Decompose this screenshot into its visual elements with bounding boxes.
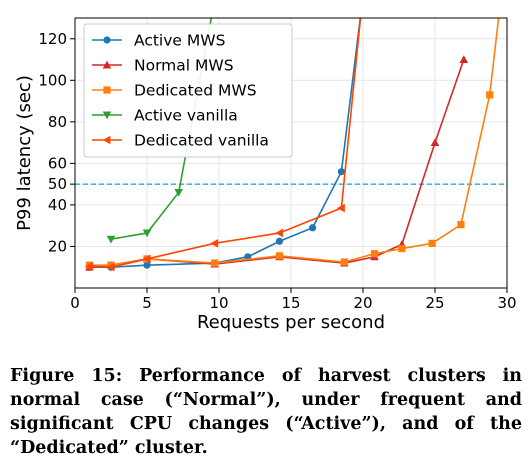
legend-entry-active-mws: Active MWS: [92, 32, 225, 50]
data-point-dedicated-mws: [275, 252, 284, 260]
legend-box: [83, 23, 293, 158]
y-tick-label: 120: [38, 30, 67, 48]
y-tick-label: 20: [48, 237, 67, 255]
data-point-active-vanilla: [174, 189, 183, 197]
x-tick-label: 20: [353, 294, 372, 312]
y-tick-label: 40: [48, 196, 67, 214]
data-point-dedicated-mws: [340, 258, 348, 266]
data-point-active-vanilla: [142, 229, 152, 238]
data-point-dedicated-vanilla: [142, 254, 151, 264]
y-tick-label: 50: [48, 175, 67, 193]
legend-label: Active vanilla: [134, 107, 238, 125]
legend-label: Dedicated vanilla: [134, 132, 269, 150]
data-point-dedicated-mws: [486, 91, 494, 99]
legend-entry-dedicated-mws: Dedicated MWS: [92, 82, 257, 100]
y-tick-label: 80: [48, 113, 67, 131]
x-tick-label: 30: [497, 294, 516, 312]
data-point-active-mws: [275, 237, 284, 245]
data-point-dedicated-vanilla: [275, 228, 283, 238]
data-point-active-mws: [337, 168, 345, 176]
legend-marker: [103, 86, 111, 94]
latency-chart: 0 5 10 15 20 25 30 20 40 50 60 80 100 120 Requests per…: [14, 17, 517, 333]
axes: 0 5 10 15 20 25 30 20 40 50 60 80 100 120 Requests per…: [14, 17, 517, 333]
y-axis-label: P99 latency (sec): [14, 75, 35, 231]
legend-label: Active MWS: [134, 32, 225, 50]
data-point-dedicated-mws: [370, 250, 379, 258]
data-point-dedicated-mws: [457, 221, 465, 229]
data-point-dedicated-vanilla: [210, 239, 219, 248]
legend-marker: [102, 111, 112, 120]
data-point-dedicated-mws: [398, 244, 406, 253]
legend-label: Normal MWS: [134, 57, 234, 75]
data-point-dedicated-mws: [428, 239, 436, 247]
data-point-dedicated-vanilla: [85, 261, 93, 271]
legend-entry-active-vanilla: Active vanilla: [92, 107, 238, 125]
x-axis-label: Requests per second: [197, 312, 385, 333]
y-tick-label: 100: [38, 71, 67, 89]
legend-marker: [103, 36, 111, 44]
x-tick-label: 5: [142, 294, 152, 312]
data-point-dedicated-vanilla: [106, 262, 115, 272]
data-point-active-mws: [309, 224, 317, 232]
legend-entry-dedicated-vanilla: Dedicated vanilla: [92, 132, 269, 150]
data-point-active-mws: [143, 261, 151, 269]
data-point-active-vanilla: [106, 235, 116, 244]
y-tick-label: 60: [48, 154, 67, 172]
x-tick-label: 10: [209, 294, 228, 312]
legend-label: Dedicated MWS: [134, 82, 257, 100]
x-tick-label: 15: [281, 294, 300, 312]
legend-entry-normal-mws: Normal MWS: [92, 57, 234, 75]
data-point-normal-mws: [430, 138, 440, 147]
legend: Active MWS Normal MWS Dedicated MWS Active …: [83, 23, 293, 158]
figure-caption: Figure 15: Performance of harvest cluste…: [10, 366, 522, 458]
data-point-dedicated-mws: [211, 259, 219, 267]
legend-marker: [102, 135, 111, 145]
x-tick-label: 25: [425, 294, 444, 312]
legend-marker: [102, 60, 112, 69]
data-point-dedicated-vanilla: [337, 203, 345, 213]
series-dedicated-vanilla: [85, 18, 362, 272]
data-point-normal-mws: [459, 55, 469, 63]
x-tick-label: 0: [70, 294, 80, 312]
